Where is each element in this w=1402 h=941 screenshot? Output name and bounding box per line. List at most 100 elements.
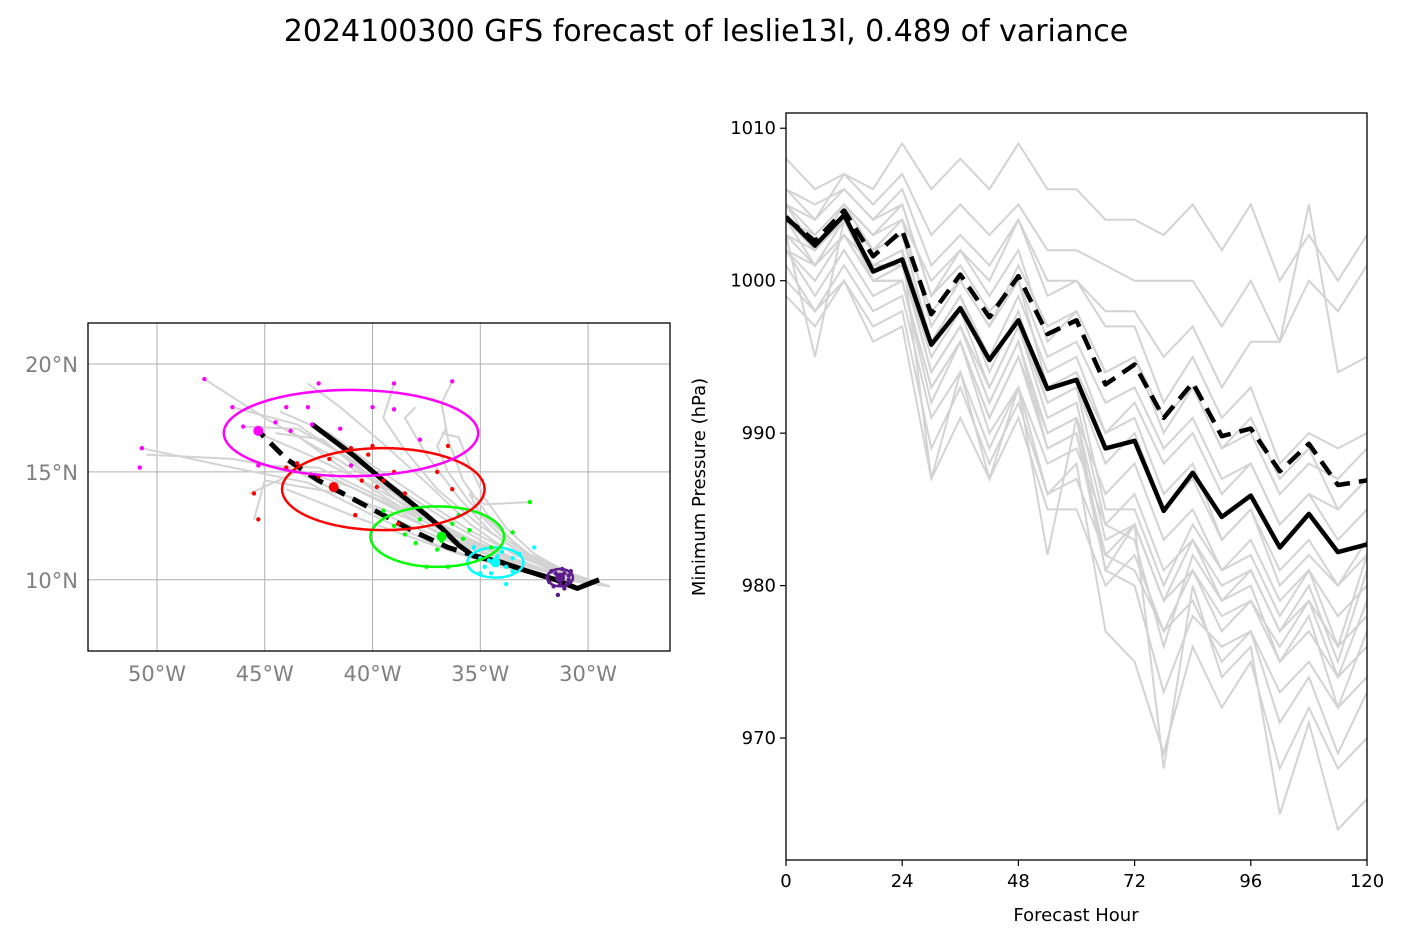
member-position-point: [562, 586, 567, 591]
mean-position-point: [555, 572, 566, 583]
ensemble-pressure-line: [786, 279, 1367, 679]
member-position-point: [370, 404, 375, 410]
mean-position-point: [490, 557, 501, 568]
map-gridlines: [88, 323, 670, 651]
y-tick-label: 1010: [730, 118, 776, 139]
map-lon-tick-label: 30°W: [559, 662, 617, 686]
member-position-point: [482, 564, 487, 570]
member-position-point: [305, 404, 311, 410]
member-position-point: [503, 564, 509, 570]
ensemble-pressure-line: [786, 172, 1367, 345]
y-tick-label: 1000: [730, 271, 776, 292]
member-position-point: [450, 521, 455, 526]
member-position-point: [202, 376, 207, 382]
member-position-point: [396, 521, 401, 526]
ensemble-pressure-line: [786, 187, 1367, 588]
map-lon-tick-label: 45°W: [236, 662, 294, 686]
y-tick-label: 980: [742, 576, 776, 597]
pressure-lines: [786, 141, 1367, 832]
ensemble-pressure-line: [786, 278, 1367, 710]
member-position-point: [435, 469, 440, 475]
ensemble-track: [290, 430, 610, 588]
x-axis-label: Forecast Hour: [1013, 905, 1139, 926]
member-position-point: [510, 568, 515, 574]
ensemble-pressure-line: [786, 217, 1367, 527]
member-position-point: [413, 540, 418, 546]
spread-ellipse: [545, 567, 575, 588]
member-position-point: [566, 577, 571, 582]
map-lat-tick-label: 10°N: [25, 569, 78, 593]
member-position-point: [460, 536, 466, 541]
member-position-point: [471, 545, 477, 550]
pressure-frame: [785, 112, 1368, 861]
member-position-point: [348, 463, 354, 468]
mean-pressure-line: [786, 208, 1367, 488]
member-position-point: [251, 491, 257, 496]
x-tick-label: 0: [780, 871, 791, 892]
y-tick-label: 970: [742, 728, 776, 749]
member-position-point: [359, 478, 364, 483]
ensemble-track: [279, 410, 610, 588]
member-position-point: [230, 404, 235, 410]
ensemble-mean-track: [256, 429, 600, 591]
member-position-point: [532, 545, 537, 550]
member-position-point: [450, 486, 455, 492]
member-position-point: [381, 478, 386, 483]
member-position-point: [486, 558, 492, 563]
map-lon-tick-label: 35°W: [451, 662, 509, 686]
map-lon-tick-label: 40°W: [344, 662, 402, 686]
spread-ellipse: [280, 446, 486, 532]
mean-position-point: [436, 531, 447, 542]
member-position-point: [374, 484, 380, 490]
map-tracks: [137, 376, 610, 598]
x-tick-label: 48: [1007, 871, 1030, 892]
ensemble-pressure-line: [786, 202, 1367, 650]
spread-ellipse: [222, 388, 480, 478]
member-position-point: [499, 549, 505, 554]
member-position-point: [256, 517, 261, 522]
member-position-point: [555, 592, 561, 598]
x-tick-label: 24: [891, 871, 914, 892]
x-tick-label: 120: [1350, 871, 1384, 892]
member-position-point: [450, 379, 455, 384]
member-position-point: [391, 407, 397, 412]
member-position-point: [510, 530, 515, 535]
x-tick-label: 96: [1239, 871, 1262, 892]
member-position-point: [137, 465, 142, 470]
member-position-point: [381, 508, 386, 513]
ensemble-pressure-line: [786, 217, 1367, 665]
ensemble-track: [257, 432, 610, 588]
member-position-point: [327, 456, 332, 462]
map-tick-labels: 50°W 45°W 40°W 35°W 30°W 10°N 15°N 20°N: [25, 353, 617, 686]
member-position-point: [273, 420, 278, 425]
member-position-point: [139, 445, 145, 451]
mean-position-point: [328, 482, 339, 492]
member-position-point: [316, 381, 321, 386]
x-tick-label: 72: [1123, 871, 1146, 892]
pressure-ticks: 0 24 48 72 96 120 970 980 990 1000 1010: [730, 118, 1384, 892]
member-position-point: [503, 581, 509, 587]
figure-title: 2024100300 GFS forecast of leslie13l, 0.…: [284, 14, 1128, 49]
member-position-point: [488, 545, 494, 550]
member-position-point: [510, 556, 515, 561]
member-position-point: [527, 499, 533, 505]
member-position-point: [495, 553, 500, 559]
ensemble-pressure-line: [786, 233, 1367, 588]
map-lat-tick-label: 15°N: [25, 461, 78, 485]
map-lon-tick-label: 50°W: [128, 662, 186, 686]
mean-position-point: [253, 425, 264, 436]
member-position-point: [488, 571, 494, 576]
member-position-point: [417, 517, 423, 522]
member-position-point: [309, 422, 315, 427]
member-position-point: [402, 491, 408, 496]
ensemble-pressure-line: [786, 202, 1367, 496]
member-position-point: [391, 381, 397, 386]
member-position-point: [294, 461, 300, 466]
map-lat-tick-label: 20°N: [25, 353, 78, 377]
member-position-point: [391, 523, 397, 529]
member-position-point: [353, 512, 358, 518]
member-position-point: [566, 573, 571, 578]
track-map-panel: 50°W 45°W 40°W 35°W 30°W 10°N 15°N 20°N: [25, 322, 671, 686]
member-position-point: [402, 532, 408, 537]
